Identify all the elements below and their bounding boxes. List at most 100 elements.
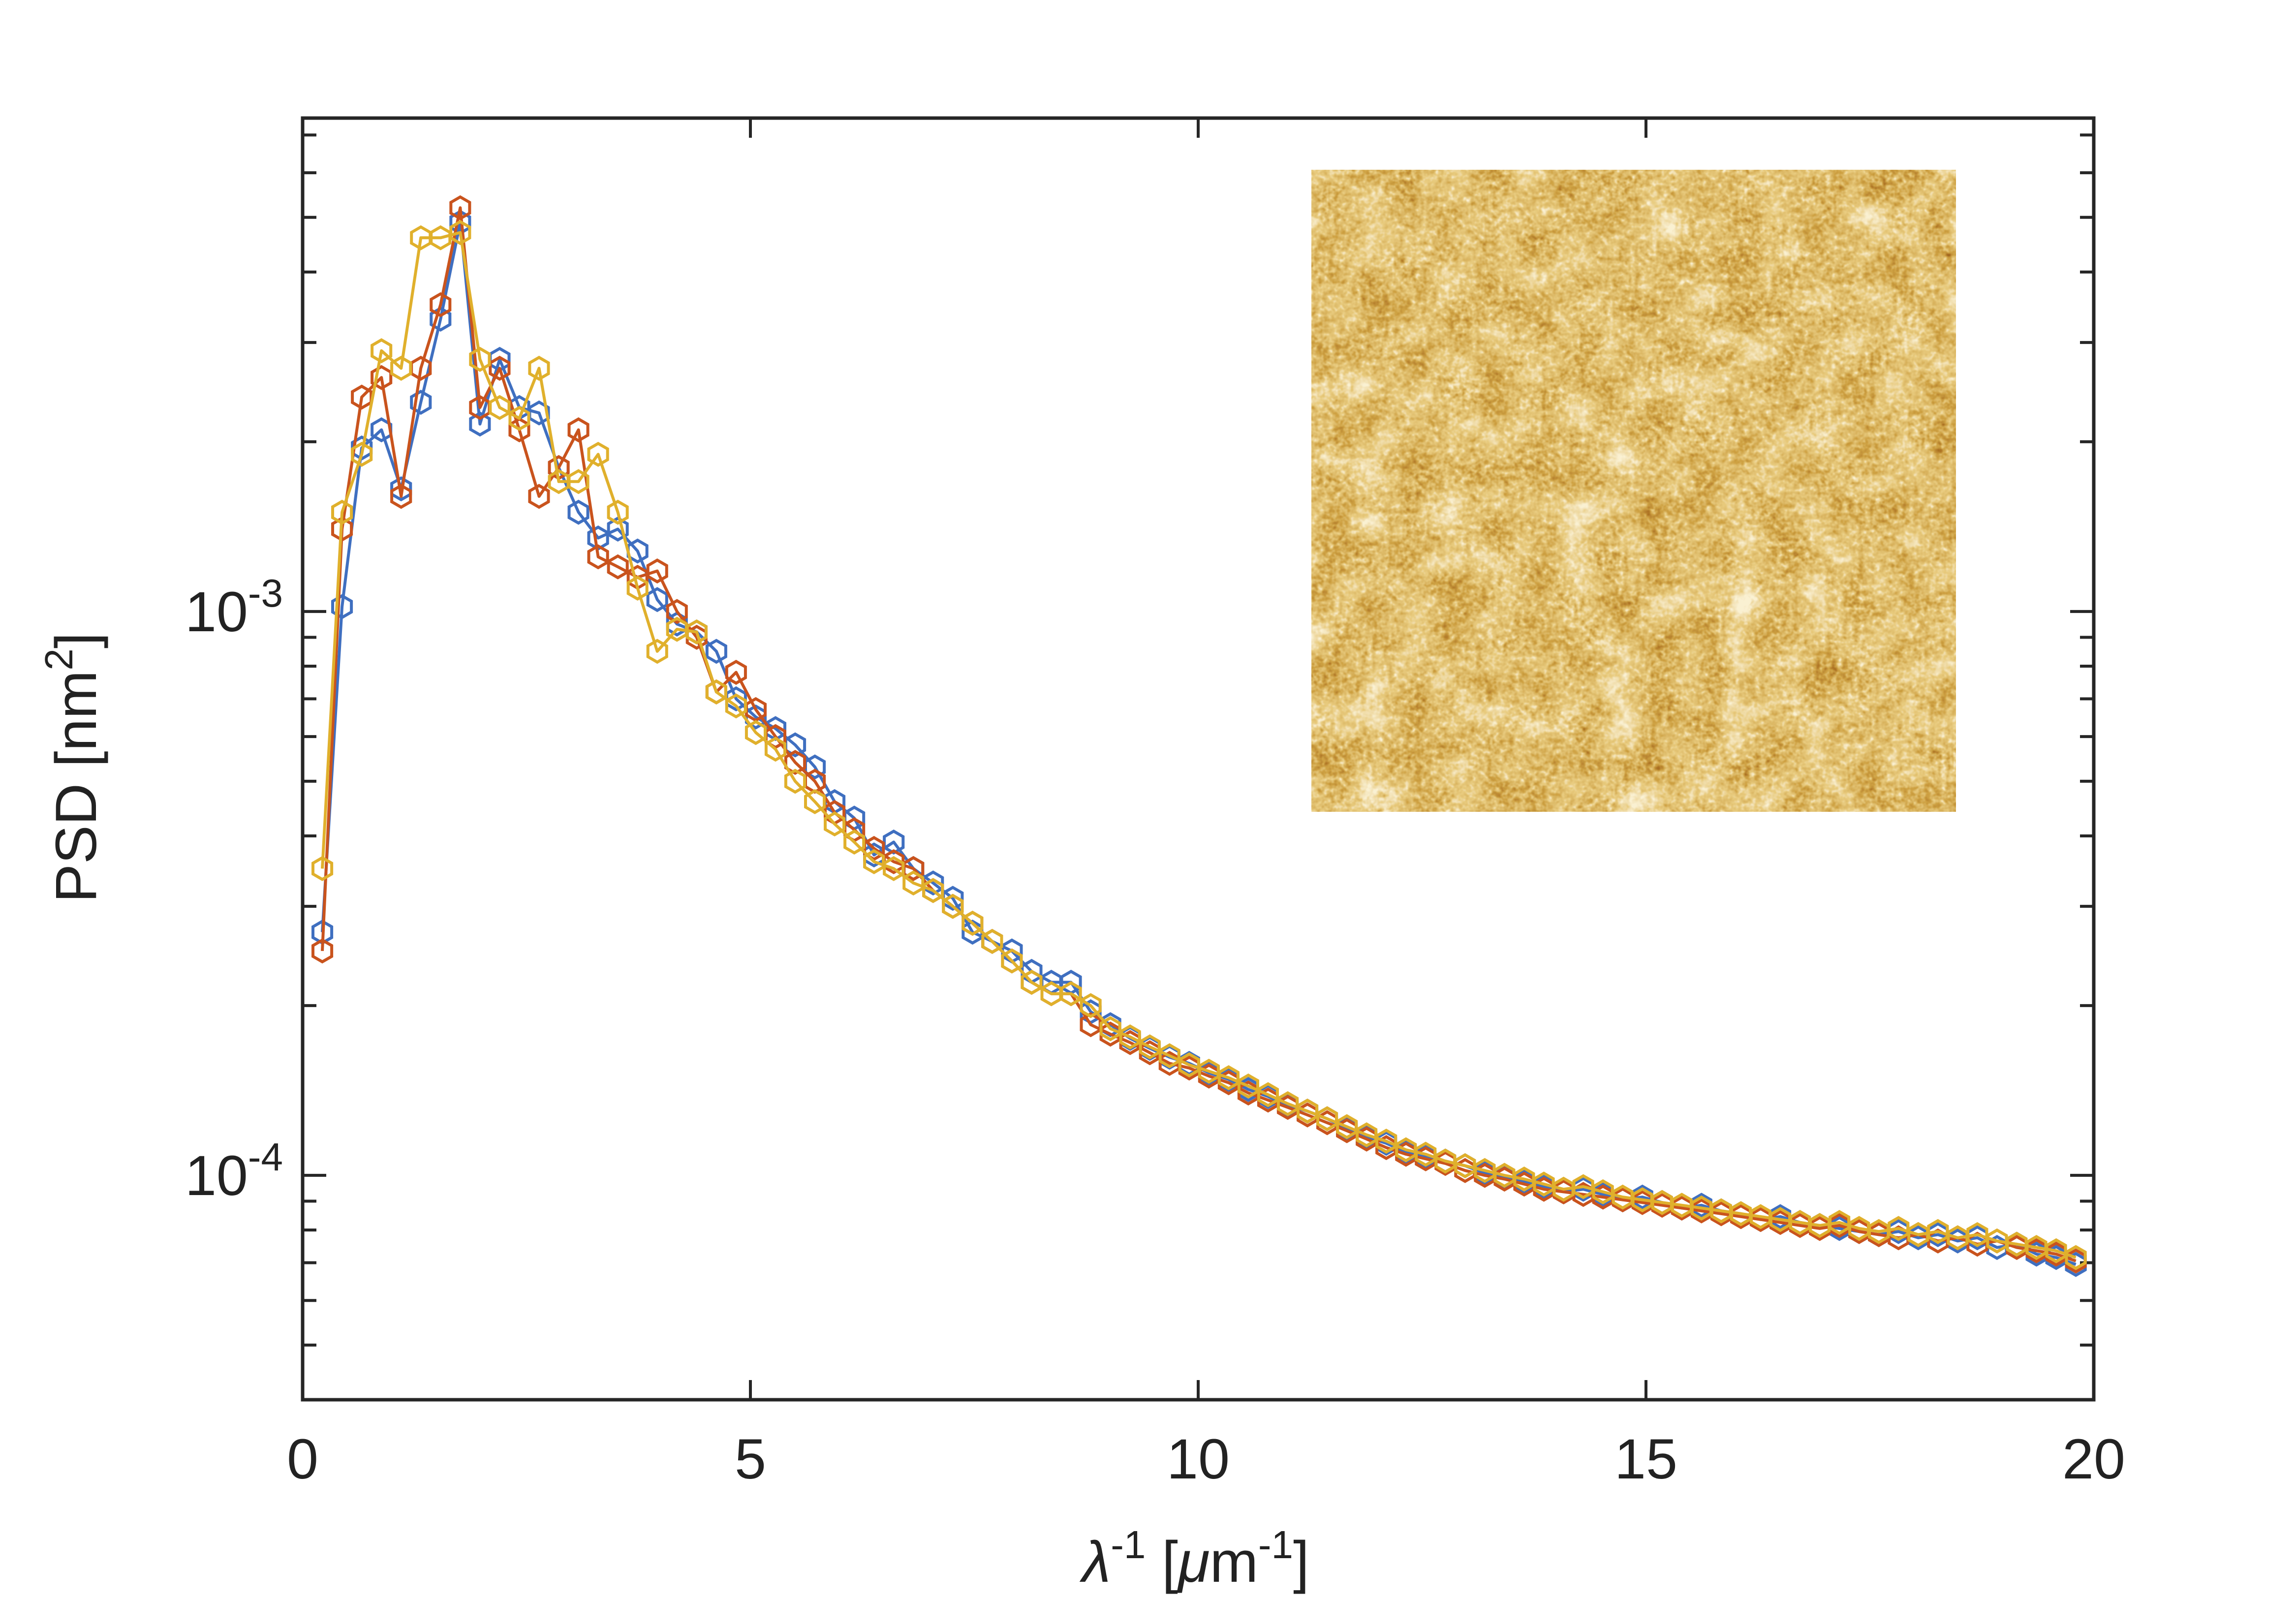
data-point (685, 619, 708, 645)
data-point (1612, 1184, 1634, 1210)
data-point (1927, 1219, 1949, 1244)
data-point (587, 544, 609, 570)
data-point (2065, 1245, 2087, 1270)
data-point (1080, 993, 1102, 1018)
data-point (1631, 1187, 1653, 1213)
data-point (784, 769, 807, 794)
data-point (843, 830, 866, 855)
data-point (607, 499, 629, 525)
data-point (1316, 1106, 1338, 1132)
data-point (981, 928, 1003, 954)
data-point (1001, 948, 1023, 974)
y-tick-label: 10-4 (185, 1135, 283, 1207)
data-point (410, 390, 432, 415)
data-point (705, 679, 727, 705)
data-point (1375, 1128, 1397, 1154)
data-point (1888, 1216, 1910, 1241)
data-point (449, 220, 471, 246)
data-point (469, 346, 491, 372)
data-point (2045, 1238, 2067, 1263)
data-point (1099, 1016, 1121, 1042)
data-point (430, 292, 452, 317)
data-point (449, 195, 471, 220)
data-point (1119, 1024, 1141, 1050)
data-point (1395, 1137, 1417, 1163)
data-point (1178, 1052, 1200, 1077)
data-point (1297, 1098, 1319, 1124)
data-point (508, 405, 530, 431)
data-point (528, 400, 550, 426)
data-point (646, 558, 668, 584)
data-point (1690, 1195, 1712, 1221)
data-point (666, 599, 688, 624)
data-point (725, 693, 747, 719)
data-point (390, 356, 412, 381)
data-point (1848, 1216, 1870, 1241)
y-axis-label: PSD [nm2] (37, 632, 109, 902)
data-point (1257, 1082, 1279, 1107)
data-point (1474, 1158, 1496, 1183)
data-point (666, 616, 688, 642)
data-point (2025, 1235, 2048, 1260)
data-point (1080, 1012, 1102, 1038)
afm-inset-image (1311, 170, 1956, 812)
data-point (390, 484, 412, 509)
data-point (331, 594, 353, 619)
data-point (1829, 1210, 1851, 1235)
data-point (863, 849, 885, 874)
data-point (1493, 1163, 1516, 1188)
tick-labels: 0 5 10 15 20 10-3 10-4 (185, 571, 2125, 1491)
data-point (567, 417, 590, 443)
data-point (371, 417, 393, 443)
data-point (430, 307, 452, 332)
axes-frame (301, 116, 2096, 1402)
data-point (1237, 1073, 1259, 1099)
data-point (351, 384, 373, 410)
data-point (2006, 1231, 2028, 1257)
data-point (1217, 1065, 1240, 1090)
data-point (1454, 1153, 1476, 1178)
data-point (1986, 1228, 2008, 1254)
y-tick-label: 10-3 (185, 571, 283, 644)
data-point (528, 484, 550, 509)
data-point (705, 639, 727, 664)
data-point (646, 639, 668, 664)
data-point (1651, 1190, 1673, 1215)
x-tick-label: 15 (1614, 1428, 1677, 1491)
data-point (1572, 1174, 1594, 1199)
x-axis-label: λ-1 [μm-1] (1079, 1523, 1309, 1595)
data-point (1966, 1222, 1988, 1247)
data-point (902, 870, 925, 896)
data-point (1769, 1207, 1792, 1232)
data-point (1021, 970, 1043, 995)
series-layer (311, 195, 2087, 1277)
data-point (922, 878, 944, 903)
data-point (666, 611, 688, 637)
afm-height-map (1311, 170, 1956, 812)
data-point (1671, 1193, 1693, 1218)
axis-labels: λ-1 [μm-1] PSD [nm2] (37, 632, 1309, 1595)
data-point (942, 893, 964, 919)
data-point (725, 660, 747, 685)
data-point (607, 554, 629, 580)
data-point (489, 395, 511, 420)
data-point (1710, 1198, 1732, 1224)
data-point (567, 469, 590, 494)
data-point (331, 499, 353, 525)
data-point (1513, 1167, 1535, 1192)
data-point (311, 938, 334, 964)
data-point (1789, 1210, 1811, 1235)
data-point (883, 830, 905, 855)
x-tick-label: 10 (1167, 1428, 1230, 1491)
data-point (469, 411, 491, 437)
x-tick-label: 0 (287, 1428, 318, 1491)
data-point (626, 538, 649, 564)
data-point (1434, 1148, 1457, 1174)
data-point (1533, 1171, 1555, 1197)
data-point (1336, 1114, 1358, 1139)
series-3 (311, 220, 2087, 1270)
data-point (331, 516, 353, 542)
data-point (528, 356, 550, 381)
data-point (745, 720, 767, 745)
